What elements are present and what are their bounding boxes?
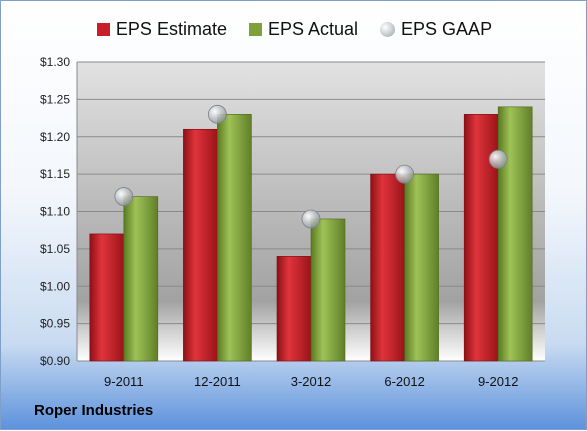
legend-label-actual: EPS Actual [267,19,359,39]
company-name: Roper Industries [34,402,154,419]
y-tick-label: $1.05 [40,242,70,256]
y-tick-label: $1.20 [40,130,70,144]
legend-item-gaap: EPS GAAP [380,19,492,40]
y-tick-label: $1.15 [40,167,70,181]
marker-eps-gaap [114,187,134,206]
y-tick-label: $0.90 [40,354,70,368]
bar-eps-actual [497,106,533,362]
legend-swatch-actual [248,23,262,36]
legend-label-gaap: EPS GAAP [401,19,493,39]
legend-swatch-estimate [96,23,110,36]
bar-eps-estimate [276,256,312,362]
bar-eps-estimate [89,233,125,362]
x-tick-label: 3-2012 [291,374,331,389]
marker-eps-gaap [395,164,415,184]
bar-eps-actual [310,218,346,362]
legend: EPS Estimate EPS Actual EPS GAAP [1,19,587,40]
marker-eps-gaap [301,209,321,229]
legend-swatch-gaap [380,22,396,37]
y-tick-label: $1.10 [40,205,70,219]
legend-label-estimate: EPS Estimate [115,19,227,39]
marker-eps-gaap [488,149,508,169]
bar-eps-actual [404,173,439,362]
bar-eps-estimate [370,173,405,362]
legend-item-actual: EPS Actual [248,19,359,40]
marker-eps-gaap [207,104,227,124]
bar-eps-estimate [183,128,218,362]
x-tick-label: 6-2012 [384,374,424,389]
bar-eps-actual [123,196,159,362]
legend-item-estimate: EPS Estimate [96,19,227,40]
y-tick-label: $1.30 [40,55,70,69]
x-tick-label: 9-2012 [478,374,518,389]
bar-eps-actual [217,114,252,362]
x-tick-label: 12-2011 [194,374,241,389]
y-tick-label: $0.95 [40,317,70,331]
y-tick-label: $1.25 [40,92,70,106]
y-tick-label: $1.00 [40,279,70,293]
x-tick-label: 9-2011 [104,374,144,389]
